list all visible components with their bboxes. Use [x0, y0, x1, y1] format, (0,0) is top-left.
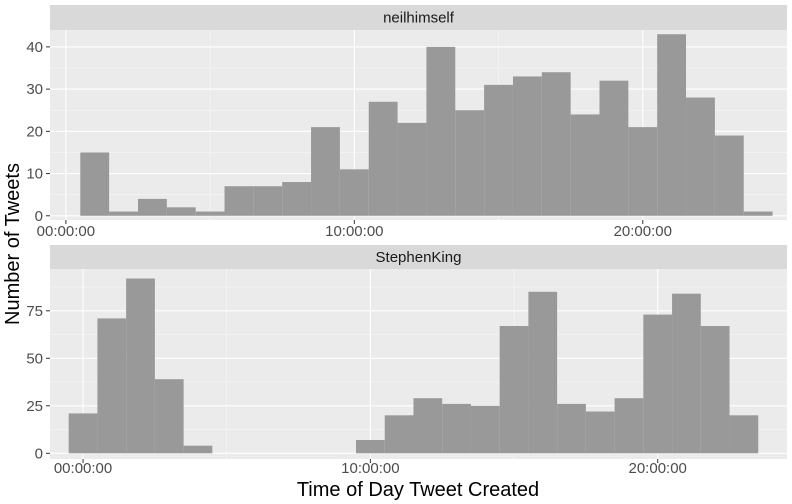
histogram-bar — [109, 211, 138, 216]
histogram-bar — [311, 127, 340, 216]
x-tick-label: 00:00:00 — [54, 460, 112, 477]
x-tick-label: 20:00:00 — [614, 223, 672, 240]
x-tick-label: 10:00:00 — [341, 460, 399, 477]
facet-strip — [50, 5, 787, 30]
facet-panel-neilhimself: neilhimself 0 10 20 30 40 00:00:00 10:00:00 20:0… — [26, 5, 787, 240]
x-tick-label: 00:00:00 — [37, 223, 95, 240]
histogram-bar — [484, 84, 513, 216]
histogram-bar — [154, 379, 184, 454]
histogram-bar — [166, 207, 196, 216]
x-axis-title: Time of Day Tweet Created — [297, 479, 539, 501]
histogram-bar — [397, 122, 427, 216]
histogram-bar — [97, 318, 127, 454]
histogram-bar — [729, 415, 759, 454]
y-tick-label: 40 — [26, 39, 43, 56]
y-axis-title: Number of Tweets — [2, 163, 24, 325]
histogram-bar — [413, 398, 443, 454]
x-tick-label: 10:00:00 — [325, 223, 383, 240]
y-tick-label: 30 — [26, 81, 43, 98]
histogram-bar — [599, 80, 629, 216]
facet-strip-label: neilhimself — [383, 10, 455, 27]
x-tick-label: 20:00:00 — [629, 460, 687, 477]
histogram-bar — [253, 186, 283, 216]
histogram-bar — [368, 101, 398, 216]
y-tick-label: 75 — [26, 303, 43, 320]
histogram-bar — [442, 403, 471, 454]
histogram-bar — [528, 291, 558, 454]
histogram-bar — [224, 186, 254, 216]
histogram-bar — [743, 211, 773, 216]
histogram-bar — [512, 76, 542, 216]
facet-strip — [50, 245, 787, 269]
facet-panel-stephenking: StephenKing 0 25 50 75 00:00:00 10:00:00 20:00:… — [26, 245, 787, 477]
histogram-bar — [384, 415, 414, 454]
y-tick-label: 0 — [35, 445, 43, 462]
y-tick-label: 10 — [26, 166, 43, 183]
histogram-bar — [570, 114, 600, 216]
histogram-bar — [628, 127, 658, 216]
histogram-bar — [700, 326, 730, 454]
histogram-bar — [686, 97, 715, 216]
histogram-bar — [356, 440, 385, 454]
histogram-bar — [714, 135, 744, 216]
histogram-bar — [657, 34, 687, 216]
histogram-bar — [183, 445, 213, 454]
histogram-bar — [499, 326, 529, 454]
y-tick-label: 20 — [26, 123, 43, 140]
histogram-bar — [80, 152, 110, 216]
histogram-bar — [68, 413, 98, 454]
histogram-bar — [614, 398, 644, 454]
histogram-bar — [557, 403, 586, 454]
histogram-bar — [195, 211, 225, 216]
facet-strip-label: StephenKing — [376, 249, 462, 266]
histogram-bar — [282, 182, 312, 216]
histogram-bar — [585, 411, 615, 454]
histogram-bar — [541, 72, 571, 216]
histogram-bar — [470, 405, 500, 454]
histogram-bar — [126, 278, 155, 454]
histogram-bar — [339, 169, 369, 216]
histogram-bar — [455, 110, 485, 216]
histogram-bar — [137, 198, 167, 216]
y-tick-label: 50 — [26, 350, 43, 367]
histogram-bar — [672, 293, 701, 454]
y-tick-label: 0 — [35, 208, 43, 225]
y-tick-label: 25 — [26, 398, 43, 415]
histogram-bar — [426, 46, 456, 216]
histogram-bar — [643, 314, 673, 454]
